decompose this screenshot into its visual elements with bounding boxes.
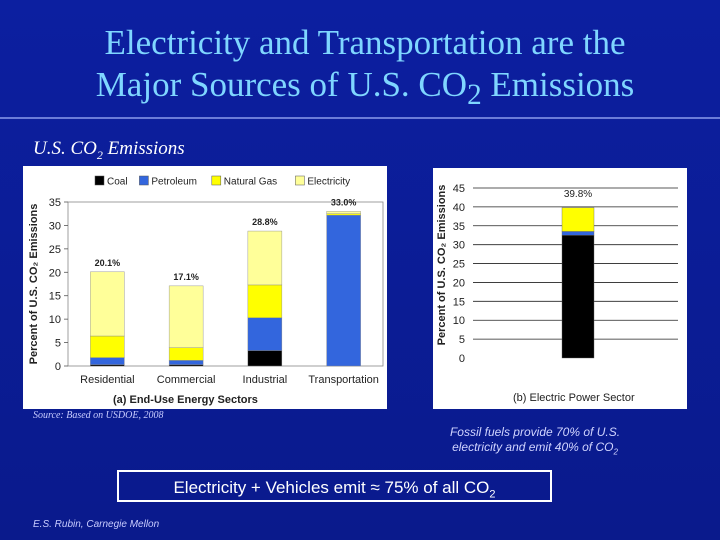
y-tick-label: 20 — [453, 277, 465, 289]
note-line-2-text: electricity and emit 40% of CO — [452, 440, 614, 454]
bar-segment — [326, 213, 361, 216]
end-use-chart-panel: 0 5 10 15 20 25 30 35 Percent of U.S. CO₂ Emissi… — [23, 166, 387, 409]
bar-segment — [168, 285, 204, 348]
y-axis-label: Percent of U.S. CO₂ Emissions — [436, 185, 448, 346]
author-credit: E.S. Rubin, Carnegie Mellon — [33, 519, 160, 530]
x-tick-label: Industrial — [243, 374, 288, 386]
bar-segment — [90, 357, 125, 365]
title-line-1: Electricity and Transportation are the — [104, 23, 626, 62]
legend-swatch — [94, 175, 105, 186]
subtitle-text: U.S. CO — [33, 138, 97, 159]
bar-segment — [247, 317, 283, 351]
bar-segment — [247, 230, 283, 286]
y-axis-label: Percent of U.S. CO₂ Emissions — [28, 204, 40, 365]
bar-segment — [561, 231, 595, 236]
electric-power-chart-panel: 0 5 10 15 20 25 30 35 40 45 Percent of U.S. CO₂ Em… — [433, 168, 687, 409]
legend-label: Natural Gas — [224, 177, 277, 188]
legend-swatch — [139, 175, 149, 186]
y-tick-label: 40 — [453, 202, 465, 214]
note-subscript: 2 — [613, 447, 618, 457]
bar-total-label: 39.8% — [564, 189, 592, 200]
y-tick-label: 30 — [453, 240, 465, 252]
x-axis-label: (a) End-Use Energy Sectors — [113, 394, 258, 406]
callout-text: Electricity + Vehicles emit ≈ 75% of all… — [173, 478, 490, 497]
y-tick-label: 15 — [453, 296, 465, 308]
bar-segment — [247, 284, 283, 318]
y-tick-label: 25 — [49, 244, 61, 256]
end-use-sectors-chart: 0 5 10 15 20 25 30 35 Percent of U.S. CO₂ Emissi… — [28, 175, 384, 406]
section-subtitle: U.S. CO2 Emissions — [33, 138, 185, 163]
bar-segment — [168, 347, 204, 361]
legend-swatch — [211, 175, 222, 186]
bar-segment — [168, 360, 204, 365]
legend-swatch — [295, 175, 305, 186]
title-line-2: Major Sources of U.S. CO2 Emissions — [20, 64, 710, 116]
title-divider — [0, 117, 720, 119]
bar-segment — [326, 211, 361, 214]
legend-label: Petroleum — [151, 177, 197, 188]
note-line-2: electricity and emit 40% of CO2 — [420, 440, 650, 459]
title-subscript: 2 — [467, 79, 482, 111]
y-tick-label: 25 — [453, 259, 465, 271]
x-tick-label: Transportation — [308, 374, 379, 386]
y-tick-label: 35 — [453, 221, 465, 233]
y-tick-label: 35 — [49, 197, 61, 209]
y-tick-label: 10 — [49, 314, 61, 326]
subtitle-subscript: 2 — [96, 147, 103, 162]
electric-power-sector-chart: 0 5 10 15 20 25 30 35 40 45 Percent of U.S. CO₂ Em… — [436, 183, 678, 404]
y-tick-label: 0 — [459, 353, 465, 365]
x-tick-label: Commercial — [157, 374, 216, 386]
summary-callout: Electricity + Vehicles emit ≈ 75% of all… — [117, 470, 552, 502]
bar-segment — [90, 364, 125, 367]
note-line-1: Fossil fuels provide 70% of U.S. — [449, 425, 621, 439]
bar-total-label: 17.1% — [173, 272, 199, 282]
bar-segment — [247, 350, 283, 367]
bar-total-label: 20.1% — [95, 258, 121, 268]
legend-label: Coal — [107, 177, 128, 188]
legend-label: Electricity — [307, 177, 350, 188]
y-tick-label: 0 — [55, 361, 61, 373]
y-tick-label: 5 — [55, 338, 61, 350]
bar-segment — [561, 207, 595, 232]
x-axis-label: (b) Electric Power Sector — [513, 392, 635, 404]
source-note: Source: Based on USDOE, 2008 — [33, 410, 164, 421]
y-tick-label: 45 — [453, 183, 465, 195]
bar-segment — [90, 271, 125, 337]
fossil-fuel-note: Fossil fuels provide 70% of U.S. electri… — [420, 425, 650, 459]
y-tick-label: 10 — [453, 315, 465, 327]
bar-total-label: 28.8% — [252, 217, 278, 227]
title-line-2-tail: Emissions — [481, 65, 635, 104]
title-line-2-text: Major Sources of U.S. CO — [95, 65, 468, 104]
callout-subscript: 2 — [489, 488, 496, 501]
bar-segment — [561, 235, 595, 359]
bar-total-label: 33.0% — [331, 197, 357, 207]
y-tick-label: 5 — [459, 334, 465, 346]
y-tick-label: 20 — [49, 267, 61, 279]
y-tick-label: 30 — [49, 220, 61, 232]
slide-title: Electricity and Transportation are the M… — [20, 22, 710, 116]
bar-segment — [90, 335, 125, 358]
subtitle-tail: Emissions — [102, 138, 185, 159]
bar-segment — [168, 364, 204, 367]
y-tick-label: 15 — [49, 291, 61, 303]
x-tick-label: Residential — [80, 374, 134, 386]
bar-segment — [326, 214, 361, 367]
